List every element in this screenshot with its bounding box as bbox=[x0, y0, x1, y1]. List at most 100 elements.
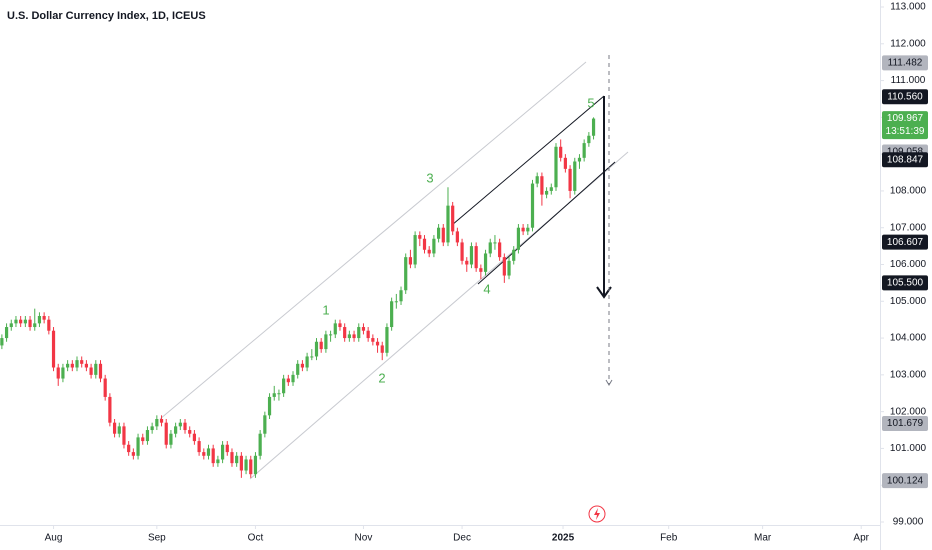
price-label-box bbox=[882, 89, 928, 105]
x-tick-label: Dec bbox=[453, 533, 471, 544]
wave-label: 1 bbox=[322, 302, 329, 317]
candle-body bbox=[465, 260, 469, 265]
candle-body bbox=[582, 143, 586, 158]
price-label-box bbox=[882, 415, 928, 431]
candle-body bbox=[202, 452, 206, 456]
candle-body bbox=[51, 330, 56, 368]
candles bbox=[0, 117, 596, 478]
candle-body bbox=[460, 242, 464, 261]
price-label: 101.679 bbox=[887, 418, 924, 429]
candle-body bbox=[540, 176, 544, 195]
candle-body bbox=[573, 161, 577, 191]
candle-body bbox=[436, 227, 441, 239]
candle-body bbox=[216, 459, 220, 464]
price-label-box bbox=[882, 55, 928, 71]
candle-body bbox=[568, 168, 572, 191]
candle-body bbox=[282, 378, 286, 394]
candle-body bbox=[385, 327, 389, 353]
candle-body bbox=[563, 157, 567, 169]
candle-body bbox=[432, 238, 436, 254]
y-tick-label: 108.000 bbox=[890, 186, 927, 197]
candle-body bbox=[446, 205, 450, 243]
candle-body bbox=[441, 227, 445, 243]
candle-body bbox=[89, 367, 93, 375]
y-tick-label: 112.000 bbox=[890, 38, 926, 49]
candle-body bbox=[136, 437, 140, 456]
candle-body bbox=[577, 157, 582, 162]
candle-body bbox=[183, 422, 187, 431]
candle-body bbox=[305, 356, 309, 368]
candle-body bbox=[267, 396, 272, 416]
price-label-box bbox=[882, 473, 928, 489]
x-tick-label: Apr bbox=[853, 533, 869, 544]
candle-body bbox=[277, 393, 281, 395]
wave-label: 5 bbox=[587, 95, 594, 110]
candle-body bbox=[225, 444, 229, 453]
x-tick-label: Feb bbox=[660, 533, 678, 544]
price-countdown: 13:51:39 bbox=[886, 126, 925, 137]
candle-body bbox=[474, 246, 478, 269]
candle-body bbox=[587, 135, 591, 144]
candle-body bbox=[380, 345, 384, 353]
candle-body bbox=[328, 334, 333, 336]
price-label-box bbox=[882, 111, 928, 140]
price-label: 106.607 bbox=[887, 237, 924, 248]
x-tick-label: Mar bbox=[754, 533, 772, 544]
candle-body bbox=[333, 323, 337, 335]
price-label: 110.560 bbox=[887, 91, 923, 102]
candle-body bbox=[249, 459, 253, 475]
candle-body bbox=[169, 433, 173, 445]
candle-body bbox=[220, 444, 225, 460]
price-label: 105.500 bbox=[887, 278, 924, 289]
candle-body bbox=[455, 231, 459, 243]
candle-body bbox=[357, 327, 361, 339]
price-label: 111.482 bbox=[888, 57, 923, 68]
price-label-box bbox=[882, 275, 928, 291]
candle-body bbox=[324, 334, 328, 350]
y-tick-label: 103.000 bbox=[890, 369, 927, 380]
y-tick-label: 101.000 bbox=[890, 443, 927, 454]
candle-body bbox=[47, 319, 51, 331]
candle-body bbox=[75, 360, 79, 368]
candle-body bbox=[310, 356, 314, 358]
candle-body bbox=[399, 290, 403, 302]
candle-body bbox=[244, 459, 248, 471]
candle-body bbox=[469, 246, 474, 265]
candle-body bbox=[206, 448, 211, 456]
candle-body bbox=[258, 433, 262, 456]
candle-body bbox=[33, 323, 37, 328]
price-label: 100.124 bbox=[887, 475, 924, 486]
x-tick-label: Sep bbox=[148, 533, 166, 544]
x-tick-label: Oct bbox=[248, 533, 264, 544]
candle-body bbox=[408, 257, 413, 265]
price-label: 109.967 bbox=[887, 113, 924, 124]
candle-body bbox=[535, 176, 539, 184]
candle-body bbox=[498, 242, 502, 258]
candle-body bbox=[117, 426, 121, 434]
candle-body bbox=[404, 257, 408, 291]
candle-body bbox=[488, 242, 492, 254]
candle-body bbox=[84, 363, 89, 368]
candle-body bbox=[512, 249, 516, 261]
inner-channel-upper bbox=[451, 95, 605, 226]
candle-body bbox=[127, 444, 131, 453]
candle-body bbox=[70, 363, 74, 368]
candle-body bbox=[422, 238, 427, 250]
candle-body bbox=[352, 334, 356, 339]
candle-body bbox=[164, 422, 168, 445]
candle-body bbox=[80, 360, 84, 364]
candle-body bbox=[9, 323, 13, 328]
drawings bbox=[159, 55, 629, 523]
candle-body bbox=[141, 437, 145, 442]
candle-body bbox=[526, 227, 530, 232]
y-tick-label: 106.000 bbox=[890, 259, 927, 270]
candle-body bbox=[19, 319, 23, 324]
candle-body bbox=[559, 146, 563, 158]
candle-body bbox=[263, 415, 267, 434]
candle-body bbox=[188, 430, 192, 434]
candle-body bbox=[145, 430, 150, 442]
candle-body bbox=[37, 316, 42, 324]
candle-body bbox=[112, 422, 117, 434]
candle-body bbox=[61, 367, 65, 379]
